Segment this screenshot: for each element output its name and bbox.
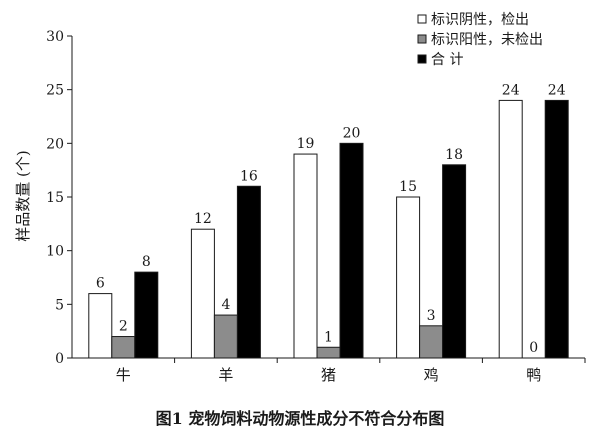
bar (213, 314, 238, 359)
x-category-label: 羊 (218, 366, 233, 384)
data-label: 1 (324, 329, 333, 345)
x-category-label: 猪 (321, 366, 336, 384)
bar (88, 293, 113, 359)
y-tick-label: 0 (55, 351, 64, 367)
y-tick-label: 20 (46, 136, 64, 152)
data-label: 16 (240, 168, 258, 184)
data-label: 4 (221, 297, 230, 313)
x-category-label: 鸭 (526, 366, 541, 384)
legend-swatch (417, 54, 427, 64)
bar (190, 228, 215, 359)
figure-caption: 图1 宠物饲料动物源性成分不符合分布图 (156, 409, 445, 428)
x-category-label: 牛 (116, 366, 131, 384)
data-label: 24 (502, 82, 520, 98)
data-label: 2 (119, 319, 128, 335)
bar (293, 153, 318, 359)
legend-label: 合 计 (431, 52, 463, 68)
data-label: 19 (297, 136, 315, 152)
y-tick-label: 15 (46, 190, 64, 206)
legend-swatch (417, 34, 427, 44)
bar (111, 336, 136, 359)
bar (236, 185, 261, 359)
data-label: 0 (529, 340, 538, 356)
y-tick-label: 30 (46, 29, 64, 45)
bar (339, 142, 364, 359)
bar (316, 346, 341, 359)
y-tick-label: 10 (46, 244, 64, 260)
data-label: 12 (194, 211, 212, 227)
legend-swatch (417, 14, 427, 24)
bar (498, 99, 523, 359)
data-label: 18 (445, 147, 463, 163)
data-label: 6 (96, 276, 105, 292)
data-label: 3 (427, 308, 436, 324)
x-category-label: 鸡 (424, 366, 439, 384)
data-label: 20 (343, 125, 361, 141)
bar (419, 325, 444, 359)
bar (396, 196, 421, 359)
y-tick-label: 5 (55, 297, 64, 313)
bar (544, 99, 569, 359)
bars: 6 2 8 12 4 16 19 1 20 15 3 18 24 0 24 (88, 82, 569, 359)
data-label: 24 (548, 82, 566, 98)
axes: 051015202530牛羊猪鸡鸭 (46, 29, 586, 384)
y-tick-label: 25 (46, 83, 64, 99)
legend-label: 标识阴性，检出 (431, 12, 529, 28)
y-axis-title: 样品数量 (个) (14, 150, 32, 241)
data-label: 15 (399, 179, 417, 195)
legend-label: 标识阳性，未检出 (431, 32, 543, 48)
bar (134, 271, 159, 359)
data-label: 8 (142, 254, 151, 270)
bar (442, 164, 467, 359)
